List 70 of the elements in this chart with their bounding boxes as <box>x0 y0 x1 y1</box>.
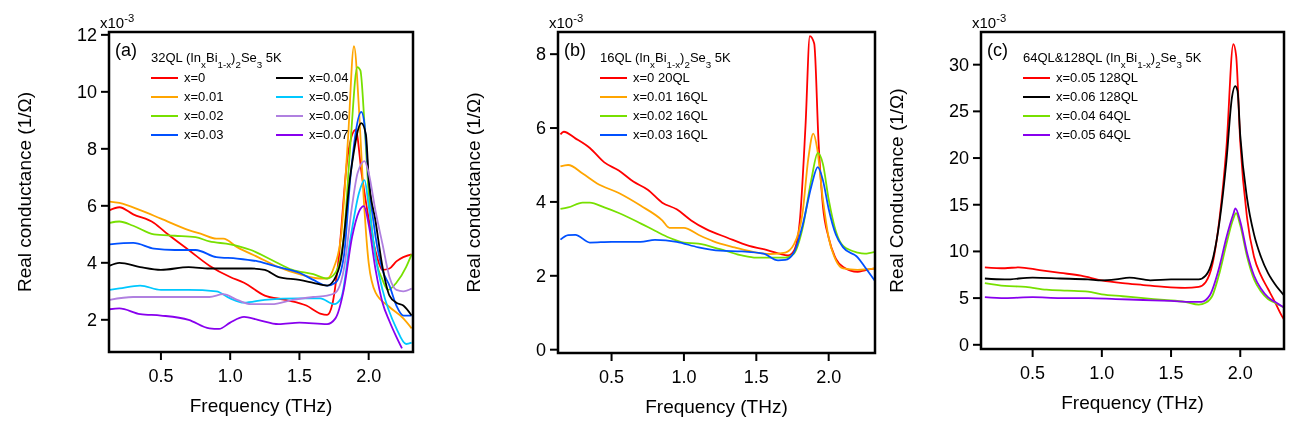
y-tick-label: 10 <box>76 81 97 102</box>
text: 64QL&128QL (In$_{x}$Bi$_{1-x}$)$_{2}$Se$_{3}$ 5K <box>1023 50 1202 70</box>
x-tick-label: 1.0 <box>671 367 697 387</box>
y-tick-label: 5 <box>958 288 969 309</box>
annotation: (c) <box>987 40 1008 60</box>
y-axis-title: Real conductance (1/Ω) <box>463 92 484 293</box>
y-tick-label: 10 <box>948 241 969 262</box>
y-tick-label: 8 <box>535 44 546 65</box>
line-series <box>109 160 413 306</box>
line-series <box>109 66 413 291</box>
legend-label: x=0 <box>184 70 206 85</box>
x-tick-label: 2.0 <box>816 367 842 387</box>
y-tick-label: 20 <box>948 148 969 169</box>
text: 32QL (In$_{x}$Bi$_{1-x}$)$_{2}$Se$_{3}$ 5K <box>151 50 282 70</box>
line-series <box>559 132 875 271</box>
text: x10$^{-3}$ <box>100 12 135 31</box>
y-axis-title: Real conductance (1/Ω) <box>14 91 35 293</box>
x-tick-label: 2.0 <box>356 366 382 386</box>
legend-label: x=0.06 <box>309 108 349 123</box>
text: 16QL (In$_{x}$Bi$_{1-x}$)$_{2}$Se$_{3}$ 5K <box>600 50 731 70</box>
y-tick-label: 8 <box>86 138 97 159</box>
x-axis-title: Frequency (THz) <box>645 396 788 417</box>
legend-label: x=0.04 64QL <box>1056 108 1131 123</box>
y-tick-label: 15 <box>948 194 969 215</box>
annotation: (b) <box>564 40 586 60</box>
line-series <box>559 166 875 282</box>
y-tick-label: 30 <box>948 54 969 75</box>
legend-label: x=0.07 <box>309 127 349 142</box>
legend-label: x=0.03 16QL <box>633 127 708 142</box>
legend-label: x=0 20QL <box>633 70 690 85</box>
y-tick-label: 0 <box>535 339 546 360</box>
line-series <box>559 151 875 259</box>
legend-label: x=0.03 <box>184 127 224 142</box>
y-tick-label: 4 <box>86 252 97 273</box>
line-series <box>109 179 413 345</box>
x-tick-label: 2.0 <box>1227 363 1253 383</box>
x-axis-title: Frequency (THz) <box>189 395 333 416</box>
y-tick-label: 0 <box>958 334 969 355</box>
x-tick-label: 0.5 <box>599 367 625 387</box>
legend-label: x=0.01 <box>184 89 224 104</box>
y-tick-label: 2 <box>535 265 546 286</box>
legend-label: x=0.05 <box>309 89 349 104</box>
x-axis-title: Frequency (THz) <box>1061 392 1204 413</box>
legend-label: x=0.02 16QL <box>633 108 708 123</box>
legend-label: x=0.06 128QL <box>1056 89 1139 104</box>
text: x10$^{-3}$ <box>972 12 1007 31</box>
legend-label: x=0.05 64QL <box>1056 127 1131 142</box>
line-series <box>109 205 403 350</box>
legend-label: x=0.04 <box>309 70 349 85</box>
y-tick-label: 25 <box>948 101 969 122</box>
text: x10$^{-3}$ <box>549 12 584 31</box>
y-tick-label: 6 <box>86 195 97 216</box>
y-tick-label: 12 <box>76 24 97 45</box>
x-tick-label: 1.5 <box>286 366 312 386</box>
y-tick-label: 6 <box>535 118 546 139</box>
x-tick-label: 1.5 <box>1158 363 1184 383</box>
y-tick-label: 2 <box>86 309 97 330</box>
line-series <box>983 43 1284 321</box>
line-series <box>559 35 875 273</box>
y-tick-label: 4 <box>535 191 546 212</box>
annotation: (a) <box>115 40 137 60</box>
x-tick-label: 0.5 <box>148 366 174 386</box>
legend-label: x=0.05 128QL <box>1056 70 1139 85</box>
x-tick-label: 0.5 <box>1020 363 1046 383</box>
x-tick-label: 1.0 <box>1089 363 1115 383</box>
x-tick-label: 1.5 <box>743 367 769 387</box>
y-axis-title: Real Conductance (1/Ω) <box>886 88 907 293</box>
legend-label: x=0.01 16QL <box>633 89 708 104</box>
x-tick-label: 1.0 <box>217 366 243 386</box>
legend-label: x=0.02 <box>184 108 224 123</box>
